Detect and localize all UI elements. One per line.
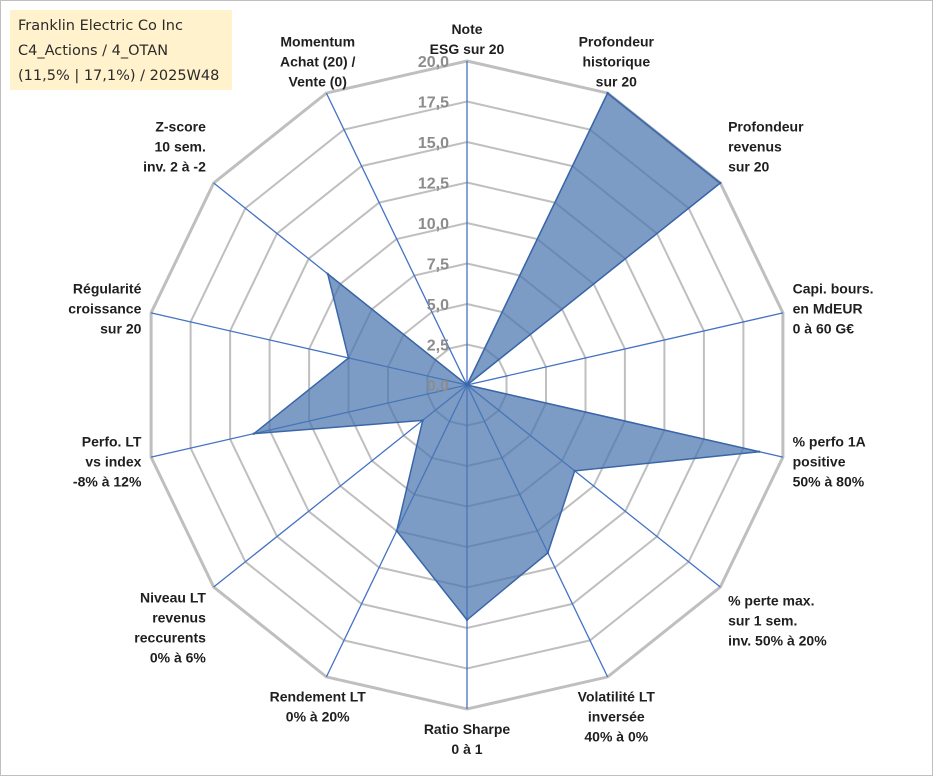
axis-label-line: 50% à 80% [793,474,865,490]
data-point [252,432,255,435]
radial-tick-label: 15,0 [418,135,449,152]
radial-tick-label: 17,5 [418,95,449,112]
axis-label-line: % perfo 1A [793,434,866,450]
axis-spoke [466,312,784,386]
axis-label: Régularité croissance sur 20 [68,281,141,337]
axis-label-line: Capi. bours. [793,281,874,297]
axis-label: Profondeur historique sur 20 [579,34,655,90]
axis-label: Perfo. LT vs index -8% à 12% [73,434,142,490]
axis-label-line: Régularité [73,281,142,297]
axis-label: Profondeur revenus sur 20 [728,119,804,175]
info-category: C4_Actions / 4_OTAN [18,43,169,59]
info-company-name: Franklin Electric Co Inc [18,18,183,34]
axis-label-line: Note [451,21,482,37]
axis-label-line: inv. 2 à -2 [143,159,206,175]
data-point [347,356,350,360]
axis-label-line: sur 20 [596,74,637,90]
axis-label-line: Z-score [155,119,206,135]
radial-tick-label: 0,0 [427,378,449,395]
axis-label: Z-score 10 sem. inv. 2 à -2 [143,119,206,175]
axis-label-line: Vente (0) [289,74,347,90]
axis-label-line: Volatilité LT [578,688,656,704]
axis-label-line: 0 à 1 [451,741,482,757]
axis-label: Note ESG sur 20 [430,21,505,57]
axis-label-line: Niveau LT [140,590,206,606]
axis-label-line: 0% à 20% [286,708,350,724]
axis-label-line: reccurents [134,630,206,646]
radial-tick-label: 20,0 [418,54,449,71]
radial-tick-label: 7,5 [427,257,449,274]
axis-label: Rendement LT 0% à 20% [270,688,367,724]
axis-label-line: sur 20 [100,321,141,337]
axis-label-line: revenus [152,610,206,626]
axis-label-line: ESG sur 20 [430,41,505,57]
axis-label: Ratio Sharpe 0 à 1 [424,721,511,757]
axis-spoke [325,92,468,386]
axis-label-line: historique [582,54,650,70]
axis-label-line: -8% à 12% [73,474,142,490]
axis-label-line: croissance [68,301,141,317]
axis-label-line: en MdEUR [793,301,863,317]
axis-label-line: positive [793,454,846,470]
axis-label-line: sur 1 sem. [728,613,797,629]
axis-label: % perte max. sur 1 sem. inv. 50% à 20% [728,593,827,649]
data-point [606,91,609,95]
data-point [719,181,722,185]
axis-label-line: Momentum [280,34,355,50]
axis-label-line: 10 sem. [155,139,206,155]
axis-label-line: vs index [85,454,141,470]
axis-label: % perfo 1A positive 50% à 80% [793,434,866,490]
radial-tick-label: 2,5 [427,338,449,355]
axis-label: Volatilité LT inversée 40% à 0% [578,688,656,744]
axis-label-line: Ratio Sharpe [424,721,511,737]
axis-label-line: 0 à 60 G€ [793,321,855,337]
axis-label: Momentum Achat (20) / Vente (0) [280,34,356,90]
axis-label-line: inversée [588,708,645,724]
axis-label-line: 0% à 6% [150,650,207,666]
radial-tick-label: 5,0 [427,297,449,314]
axis-label: Capi. bours. en MdEUR 0 à 60 G€ [793,281,874,337]
axis-label-line: Profondeur [728,119,804,135]
data-point [395,529,398,533]
data-point [326,272,329,276]
axis-label-line: inv. 50% à 20% [728,633,827,649]
series-area [251,91,760,621]
axis-label-line: revenus [728,139,782,155]
data-point [546,551,549,555]
axis-label-line: Rendement LT [270,688,367,704]
axis-label-line: 40% à 0% [584,728,648,744]
data-point [758,450,761,453]
radial-tick-label: 12,5 [418,176,449,193]
radial-tick-label: 10,0 [418,216,449,233]
info-box: Franklin Electric Co Inc C4_Actions / 4_… [10,10,232,90]
info-stats: (11,5% | 17,1%) / 2025W48 [18,68,220,84]
data-point [465,618,469,622]
axis-label-line: Profondeur [579,34,655,50]
axis-label-line: % perte max. [728,593,814,609]
axis-label: Niveau LT revenus reccurents 0% à 6% [134,590,206,666]
data-point [573,469,576,473]
data-point [465,383,469,387]
data-point [421,419,424,422]
axis-label-line: Perfo. LT [82,434,142,450]
axis-label-line: Achat (20) / [280,54,356,70]
axis-label-line: sur 20 [728,159,769,175]
